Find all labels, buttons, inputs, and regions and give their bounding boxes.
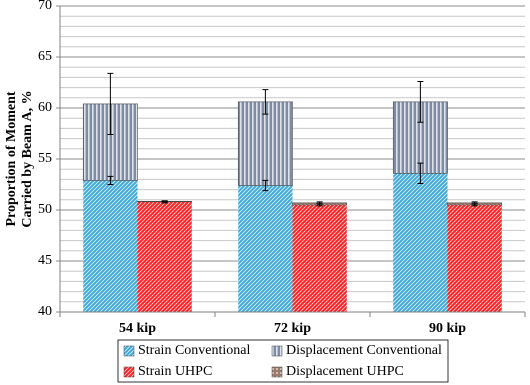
y-tick-label: 65 (38, 49, 52, 64)
y-tick-label: 60 (38, 100, 52, 115)
y-tick-label: 45 (38, 253, 52, 268)
bar-segment (393, 173, 448, 312)
x-tick-label: 72 kip (274, 321, 311, 336)
bar-segment (447, 204, 502, 312)
legend-label: Strain Conventional (138, 343, 250, 358)
y-tick-label: 55 (38, 151, 52, 166)
error-bar (262, 179, 269, 192)
legend-box (117, 339, 449, 383)
legend-swatch (123, 345, 135, 357)
bar-segment (137, 201, 192, 312)
error-bar (471, 201, 478, 205)
y-axis-label: Carried by Beam A, % (20, 90, 35, 227)
error-bar (107, 175, 114, 185)
bar-segment (238, 185, 293, 312)
legend-label: Strain UHPC (138, 364, 212, 379)
error-bar (262, 89, 269, 115)
error-bar (107, 72, 114, 136)
y-tick-label: 70 (38, 0, 52, 13)
bar-segment (83, 180, 138, 312)
y-tick-label: 40 (38, 304, 52, 319)
bar-segment (237, 101, 293, 186)
error-bar (161, 200, 168, 203)
legend-label: Displacement Conventional (286, 343, 442, 358)
legend-swatch (123, 366, 135, 378)
error-bar (417, 162, 424, 184)
legend-label: Displacement UHPC (286, 364, 404, 379)
legend-swatch (271, 366, 283, 378)
error-bar (316, 201, 323, 205)
x-tick-label: 54 kip (119, 321, 156, 336)
y-tick-label: 50 (38, 202, 52, 217)
x-tick-label: 90 kip (429, 321, 466, 336)
y-axis-label: Proportion of Moment (4, 91, 19, 226)
legend-swatch (271, 345, 283, 357)
bar-segment (292, 204, 347, 312)
error-bar (417, 80, 424, 123)
